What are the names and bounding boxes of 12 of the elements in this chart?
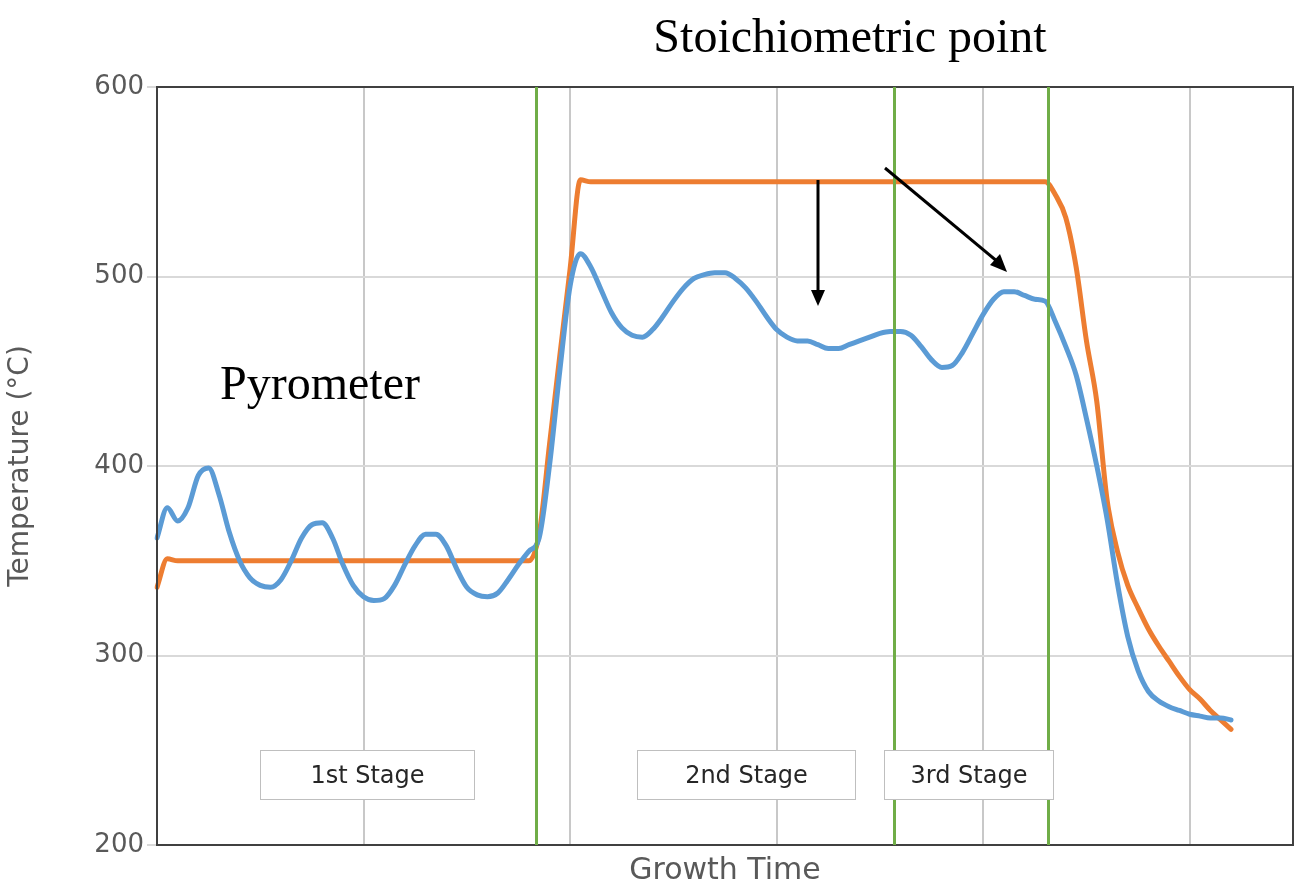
y-tick-label: 600: [94, 69, 144, 100]
annotation: Pyrometer: [220, 355, 420, 409]
text-box: 3rd Stage: [884, 750, 1054, 800]
y-tick-label: 500: [94, 259, 144, 290]
y-tick-label: 200: [94, 827, 144, 858]
text: Stoichiometric point: [652, 7, 1048, 64]
y-axis-title: Temperature (°C): [2, 345, 36, 588]
y-tick-label: 300: [94, 638, 144, 669]
text-box: 1st Stage: [260, 750, 475, 800]
y-tick-label: 400: [94, 448, 144, 479]
text-box: 2nd Stage: [637, 750, 856, 800]
x-axis-title: Growth Time: [629, 850, 821, 886]
